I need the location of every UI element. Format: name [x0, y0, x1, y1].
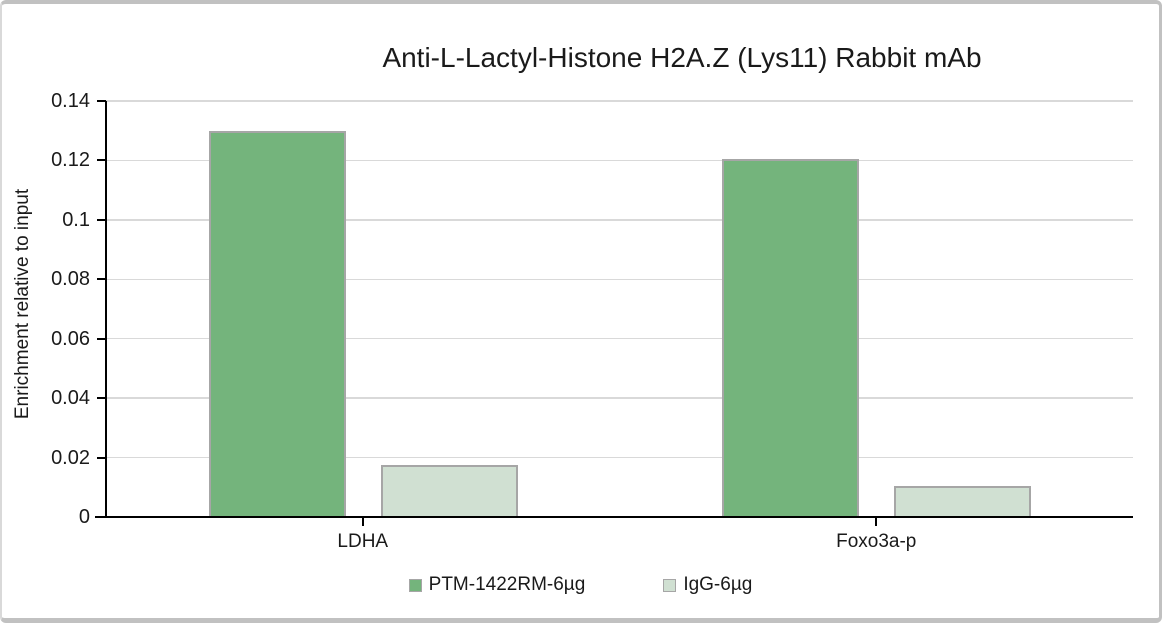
y-axis-tick-mark — [97, 100, 106, 102]
bar-PTM-1422RM-6µg-LDHA — [208, 130, 346, 517]
y-axis-tick-mark — [97, 397, 106, 400]
gridline — [106, 100, 1133, 102]
bar-PTM-1422RM-6µg-Foxo3a-p — [722, 158, 860, 517]
y-tick-label: 0.1 — [62, 208, 90, 231]
legend-marker-icon — [663, 578, 677, 592]
y-tick-label: 0.14 — [51, 90, 90, 112]
bar-IgG-6µg-LDHA — [380, 465, 518, 517]
gridline — [106, 456, 1133, 459]
y-tick-label: 0 — [78, 506, 90, 528]
y-axis-line — [105, 101, 107, 517]
legend-label: IgG-6µg — [683, 574, 753, 595]
y-tick-label: 0.08 — [51, 268, 90, 291]
y-tick-label: 0.04 — [51, 387, 90, 410]
plot-area — [95, 100, 1133, 526]
gridline — [106, 219, 1133, 221]
x-axis-tick-mark — [361, 517, 364, 526]
y-tick-label: 0.06 — [51, 327, 90, 350]
legend-label: PTM-1422RM-6µg — [428, 574, 586, 595]
category-label: Foxo3a-p — [836, 531, 917, 552]
y-tick-label: 0.02 — [51, 446, 90, 469]
legend: PTM-1422RM-6µg IgG-6µg — [2, 574, 1159, 596]
gridline — [106, 159, 1133, 162]
y-tick-label: 0.12 — [51, 149, 90, 172]
y-axis-tick-mark — [97, 159, 106, 162]
category-label: LDHA — [337, 531, 389, 552]
y-axis-tick-mark — [97, 278, 106, 281]
y-axis-tick-mark — [97, 456, 106, 459]
bar-IgG-6µg-Foxo3a-p — [894, 485, 1032, 517]
gridline — [106, 397, 1133, 399]
chart-title: Anti-L-Lactyl-Histone H2A.Z (Lys11) Rabb… — [382, 42, 982, 73]
x-axis-tick-mark — [875, 517, 878, 526]
legend-marker-icon — [408, 578, 422, 592]
gridline — [106, 337, 1133, 340]
y-axis-tick-mark — [97, 218, 106, 221]
y-axis-tick-mark — [97, 337, 106, 340]
legend-item: IgG-6µg — [663, 574, 752, 596]
y-axis-tick-mark — [97, 516, 106, 518]
legend-item: PTM-1422RM-6µg — [408, 574, 586, 596]
gridline — [106, 278, 1133, 281]
x-axis-line — [95, 516, 1133, 518]
